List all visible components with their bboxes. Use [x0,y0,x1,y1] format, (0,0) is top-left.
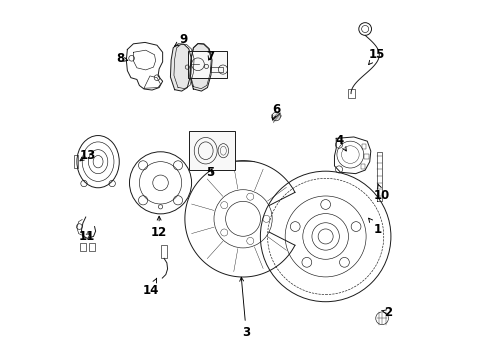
Text: 2: 2 [381,306,392,319]
Text: 6: 6 [271,103,280,119]
Bar [209,67,223,72]
Bar [188,51,226,78]
Text: 9: 9 [174,33,187,46]
Text: 5: 5 [205,166,214,179]
Text: 12: 12 [151,216,167,239]
Text: 10: 10 [373,184,389,202]
Text: 13: 13 [79,149,96,162]
Polygon shape [189,44,212,91]
Text: 11: 11 [78,230,94,243]
Text: 15: 15 [368,48,384,64]
Text: 14: 14 [142,278,159,297]
Bar [188,131,235,170]
Polygon shape [170,44,191,91]
Bar [361,144,365,149]
Bar [360,164,365,170]
Text: 8: 8 [116,52,127,65]
Bar [364,154,368,159]
Bar [347,89,354,98]
Text: 3: 3 [239,277,250,339]
Bar [74,155,78,168]
Text: 1: 1 [368,218,381,236]
Bar [89,243,95,251]
Bar [161,245,166,258]
Text: 7: 7 [205,50,214,63]
Bar [80,243,85,251]
Text: 4: 4 [335,134,346,151]
